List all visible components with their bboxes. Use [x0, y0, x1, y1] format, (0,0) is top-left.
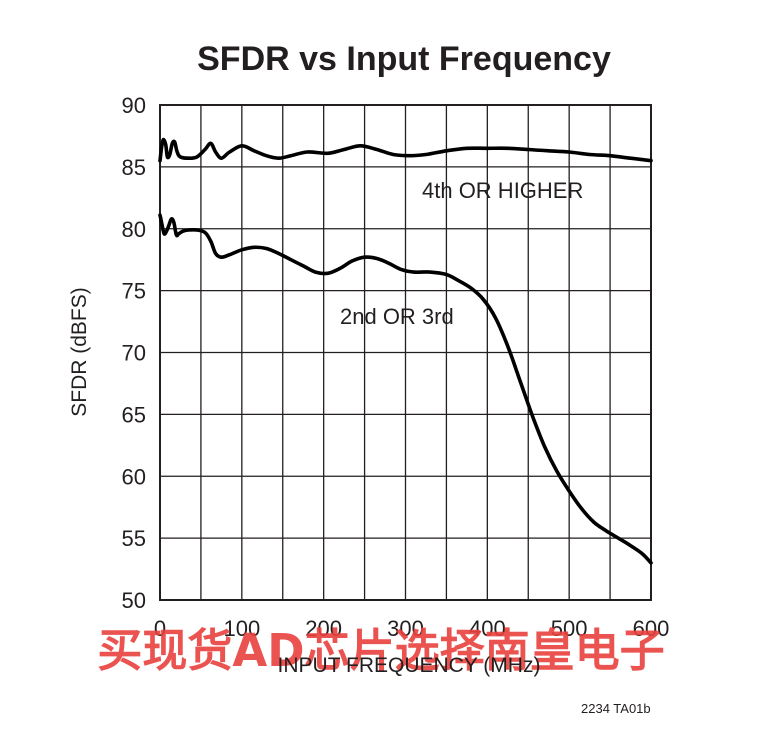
- y-tick-label: 90: [122, 93, 146, 118]
- x-tick-label: 400: [469, 616, 506, 641]
- figure-id: 2234 TA01b: [581, 701, 651, 716]
- series-lines: [158, 137, 653, 565]
- y-tick-label: 60: [122, 464, 146, 489]
- y-tick-label: 80: [122, 217, 146, 242]
- x-tick-label: 200: [305, 616, 342, 641]
- series-label-4th-or-higher: 4th OR HIGHER: [422, 178, 583, 203]
- y-tick-label: 65: [122, 402, 146, 427]
- x-tick-label: 300: [387, 616, 424, 641]
- y-tick-label: 85: [122, 155, 146, 180]
- x-axis-ticks: 0 100 200 300 400 500 600: [154, 616, 669, 641]
- series-line-2nd-or-3rd: [158, 213, 653, 565]
- y-tick-label: 55: [122, 526, 146, 551]
- y-axis-ticks: 50 55 60 65 70 75 80 85 90: [122, 93, 146, 613]
- y-axis-label: SFDR (dBFS): [68, 287, 91, 417]
- x-tick-label: 500: [551, 616, 588, 641]
- chart-title: SFDR vs Input Frequency: [197, 40, 611, 78]
- x-tick-label: 0: [154, 616, 166, 641]
- y-tick-label: 75: [122, 279, 146, 304]
- x-tick-label: 100: [223, 616, 260, 641]
- x-axis-label: INPUT FREQUENCY (MHz): [278, 654, 541, 677]
- plot-frame: [159, 104, 652, 601]
- watermark-text: 买现货AD芯片选择南皇电子: [97, 624, 664, 677]
- y-tick-label: 70: [122, 341, 146, 366]
- series-label-2nd-or-3rd: 2nd OR 3rd: [340, 304, 454, 329]
- grid-lines: [160, 105, 651, 600]
- x-tick-label: 600: [633, 616, 670, 641]
- y-tick-label: 50: [122, 588, 146, 613]
- series-line-4th-or-higher: [158, 137, 653, 163]
